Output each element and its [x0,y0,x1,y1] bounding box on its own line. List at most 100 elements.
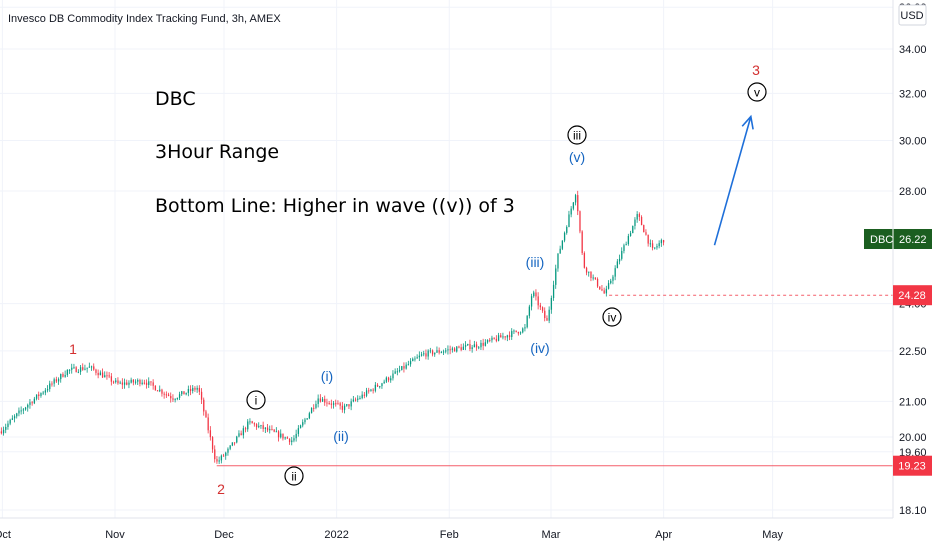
time-tick-label: Oct [0,529,11,541]
candle-body [453,348,456,352]
candle-body [376,384,379,387]
candle-body [313,407,315,409]
candle-body [55,379,58,382]
candle-body [599,286,601,290]
candle-body [71,367,73,370]
candle-body [176,397,179,400]
candle-body [18,410,20,414]
currency-label: USD [900,10,923,22]
candle-body [493,337,495,339]
price-lines [216,294,893,467]
wave-label: iii [573,129,581,143]
candle-body [264,427,267,429]
candle-body [183,391,185,395]
candle-body [242,428,245,436]
candle-body [330,403,333,405]
candle-body [211,437,214,450]
candle-body [634,219,636,226]
wave-label-circle [567,125,587,145]
candle-body [566,227,568,233]
candle-body [42,392,44,394]
candle-body [181,391,183,395]
candle-body [306,418,308,420]
candle-body [427,350,429,357]
candle-body [535,292,537,297]
candle-body [9,419,11,424]
candle-body [315,403,317,408]
candle-body [656,246,658,248]
candle-body [361,394,363,398]
chart-title: Invesco DB Commodity Index Tracking Fund… [8,13,281,25]
candle-body [141,382,143,384]
candle-body [478,347,480,349]
candle-body [326,402,328,404]
candle-body [504,336,506,338]
candle-body [33,398,36,404]
candle-body [346,404,348,406]
candle-body [348,404,350,407]
wave-label: (ii) [333,428,349,444]
candle-body [275,431,278,433]
candle-body [324,398,326,403]
candle-body [128,382,130,385]
candle-body [308,413,311,419]
candle-body [121,382,124,385]
wave-label: (i) [321,368,333,384]
candle-body [137,379,139,382]
annotation-timeframe: 3Hour Range [155,141,279,163]
wave-label: ii [291,470,296,484]
candle-body [321,398,324,402]
candle-body [416,357,418,359]
candle-body [16,413,18,417]
time-axis[interactable]: Oct Nov Dec 2022 Feb Mar Apr May [0,529,784,541]
candle-body [93,366,95,370]
candle-body [429,350,432,352]
candle-body [269,429,271,431]
candle-body [519,332,522,334]
candle-body [260,425,262,427]
candle-body [284,437,286,439]
candle-body [238,433,240,437]
candle-body [244,428,247,430]
candle-body [581,231,583,254]
time-tick-label: Mar [542,529,561,541]
wave-label: (v) [569,149,585,165]
candle-body [460,347,462,350]
candle-body [82,367,84,370]
projection-line [713,116,752,246]
candle-body [310,407,313,414]
candle-body [511,331,513,337]
candle-body [101,372,104,378]
candle-body [482,342,484,346]
candle-body [414,358,416,360]
price-tick-label: 20.00 [899,432,927,444]
wave-label: (iii) [526,254,545,270]
candle-body [614,268,616,277]
candle-body [297,428,300,434]
candle-body [541,307,544,311]
candle-body [533,292,535,297]
candle-body [522,328,524,333]
candle-body [359,397,361,399]
candle-body [546,318,548,321]
candle-body [632,225,634,234]
candle-body [38,394,40,396]
price-line-tag-label: 19.23 [898,461,926,473]
candle-body [647,234,649,244]
candle-body [392,373,394,379]
candle-body [115,380,117,383]
candle-body [253,423,256,425]
candle-body [304,419,306,423]
candle-body [53,379,55,384]
wave-label: i [255,394,258,408]
candle-body [44,390,47,393]
currency-badge[interactable] [898,4,927,26]
candle-body [159,389,161,392]
candle-body [11,418,14,420]
last-price-symbol: DBC [870,234,893,246]
candle-body [588,271,590,273]
candle-body [152,382,154,386]
candles [0,190,665,465]
candle-body [31,402,33,404]
